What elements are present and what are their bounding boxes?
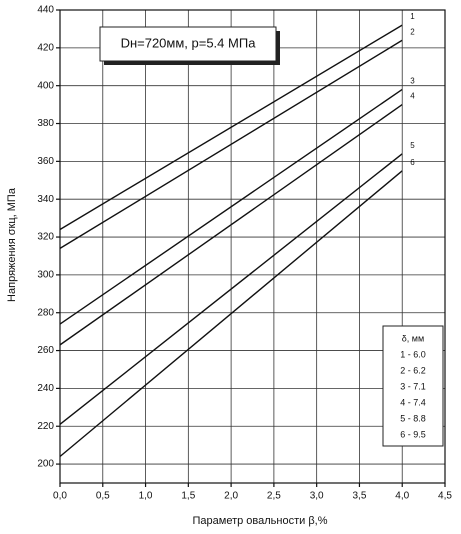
x-tick-label: 4,0 bbox=[395, 491, 409, 502]
legend-entry: 4 - 7.4 bbox=[400, 397, 426, 407]
plot-frame bbox=[59, 9, 446, 484]
line-label: 2 bbox=[410, 27, 415, 36]
x-tick-label: 3,0 bbox=[310, 491, 324, 502]
y-tick-label: 380 bbox=[37, 118, 54, 129]
line-label: 6 bbox=[410, 158, 415, 167]
x-tick-label: 2,5 bbox=[267, 491, 281, 502]
y-tick-label: 340 bbox=[37, 194, 54, 205]
x-tick-label: 4,5 bbox=[438, 491, 452, 502]
x-tick-label: 0,0 bbox=[53, 491, 67, 502]
legend-entry: 3 - 7.1 bbox=[400, 381, 426, 391]
y-tick-label: 420 bbox=[37, 42, 54, 53]
series-line bbox=[59, 24, 403, 231]
line-label: 4 bbox=[410, 92, 415, 101]
x-tick-label: 0,5 bbox=[96, 491, 110, 502]
legend-entry: 5 - 8.8 bbox=[400, 413, 426, 423]
line-label: 1 bbox=[410, 12, 415, 21]
y-tick-label: 400 bbox=[37, 80, 54, 91]
x-tick-label: 1,5 bbox=[181, 491, 195, 502]
x-tick-label: 2,0 bbox=[224, 491, 238, 502]
y-tick-label: 260 bbox=[37, 345, 54, 356]
x-tick-label: 3,5 bbox=[352, 491, 366, 502]
legend-entry: 1 - 6.0 bbox=[400, 349, 426, 359]
y-tick-label: 360 bbox=[37, 156, 54, 167]
y-tick-label: 220 bbox=[37, 421, 54, 432]
legend-title: δ, мм bbox=[402, 333, 424, 343]
annotation: Dн=720мм, p=5.4 МПа bbox=[121, 35, 257, 50]
y-tick-label: 280 bbox=[37, 307, 54, 318]
y-tick-label: 240 bbox=[37, 383, 54, 394]
y-axis-label: Напряжения σкц, МПа bbox=[6, 187, 18, 302]
legend-entry: 6 - 9.5 bbox=[400, 429, 426, 439]
series-line bbox=[59, 153, 403, 425]
y-tick-label: 320 bbox=[37, 232, 54, 243]
legend-entry: 2 - 6.2 bbox=[400, 365, 426, 375]
x-tick-label: 1,0 bbox=[139, 491, 153, 502]
line-label: 3 bbox=[410, 77, 415, 86]
x-axis-label: Параметр овальности β,% bbox=[193, 515, 328, 527]
y-tick-label: 440 bbox=[37, 5, 54, 16]
line-label: 5 bbox=[410, 141, 415, 150]
series-line bbox=[59, 88, 403, 325]
y-tick-label: 300 bbox=[37, 270, 54, 281]
series-line bbox=[59, 104, 403, 346]
y-tick-label: 200 bbox=[37, 459, 54, 470]
series-line bbox=[59, 39, 403, 249]
annotation-box bbox=[99, 26, 277, 62]
series-line bbox=[59, 170, 403, 458]
legend-box bbox=[382, 325, 444, 447]
